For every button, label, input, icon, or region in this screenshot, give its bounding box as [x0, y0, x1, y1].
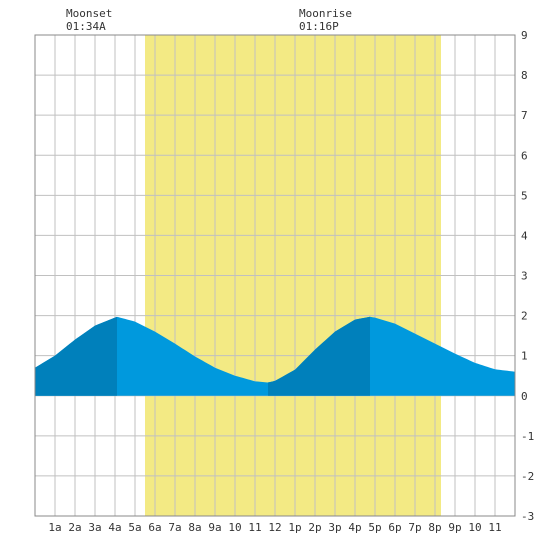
tide-area-rising [35, 316, 117, 396]
y-tick-label: -2 [521, 470, 534, 483]
moonrise-time: 01:16P [299, 20, 339, 33]
moonrise-label: Moonrise [299, 7, 352, 20]
tide-area-rising [268, 316, 370, 396]
x-tick-label: 4a [108, 521, 121, 534]
y-tick-label: 2 [521, 310, 528, 323]
y-tick-label: 0 [521, 390, 528, 403]
x-tick-label: 12 [268, 521, 281, 534]
x-tick-label: 3p [328, 521, 341, 534]
x-tick-label: 9a [208, 521, 221, 534]
x-tick-label: 11 [248, 521, 261, 534]
x-tick-label: 8a [188, 521, 201, 534]
x-tick-label: 6a [148, 521, 161, 534]
x-tick-label: 5p [368, 521, 381, 534]
x-tick-label: 9p [448, 521, 461, 534]
x-tick-label: 3a [88, 521, 101, 534]
y-tick-label: 3 [521, 270, 528, 283]
y-tick-label: 6 [521, 149, 528, 162]
x-tick-label: 1p [288, 521, 301, 534]
moonset-label: Moonset [66, 7, 113, 20]
x-tick-label: 10 [228, 521, 241, 534]
x-tick-label: 1a [48, 521, 61, 534]
y-tick-label: 5 [521, 189, 528, 202]
x-tick-label: 4p [348, 521, 361, 534]
x-tick-label: 11 [488, 521, 501, 534]
x-tick-label: 8p [428, 521, 441, 534]
x-tick-label: 10 [468, 521, 481, 534]
x-tick-label: 7a [168, 521, 181, 534]
y-tick-label: 7 [521, 109, 528, 122]
plot-frame [34, 34, 516, 517]
y-tick-label: 9 [521, 29, 528, 42]
y-tick-label: 1 [521, 350, 528, 363]
y-tick-label: -1 [521, 430, 534, 443]
x-tick-label: 2p [308, 521, 321, 534]
x-tick-label: 7p [408, 521, 421, 534]
y-tick-label: 8 [521, 69, 528, 82]
y-tick-label: -3 [521, 510, 534, 523]
x-tick-label: 6p [388, 521, 401, 534]
x-tick-label: 5a [128, 521, 141, 534]
x-tick-label: 2a [68, 521, 81, 534]
tide-area [35, 316, 515, 396]
y-tick-label: 4 [521, 229, 528, 242]
moonset-time: 01:34A [66, 20, 106, 33]
